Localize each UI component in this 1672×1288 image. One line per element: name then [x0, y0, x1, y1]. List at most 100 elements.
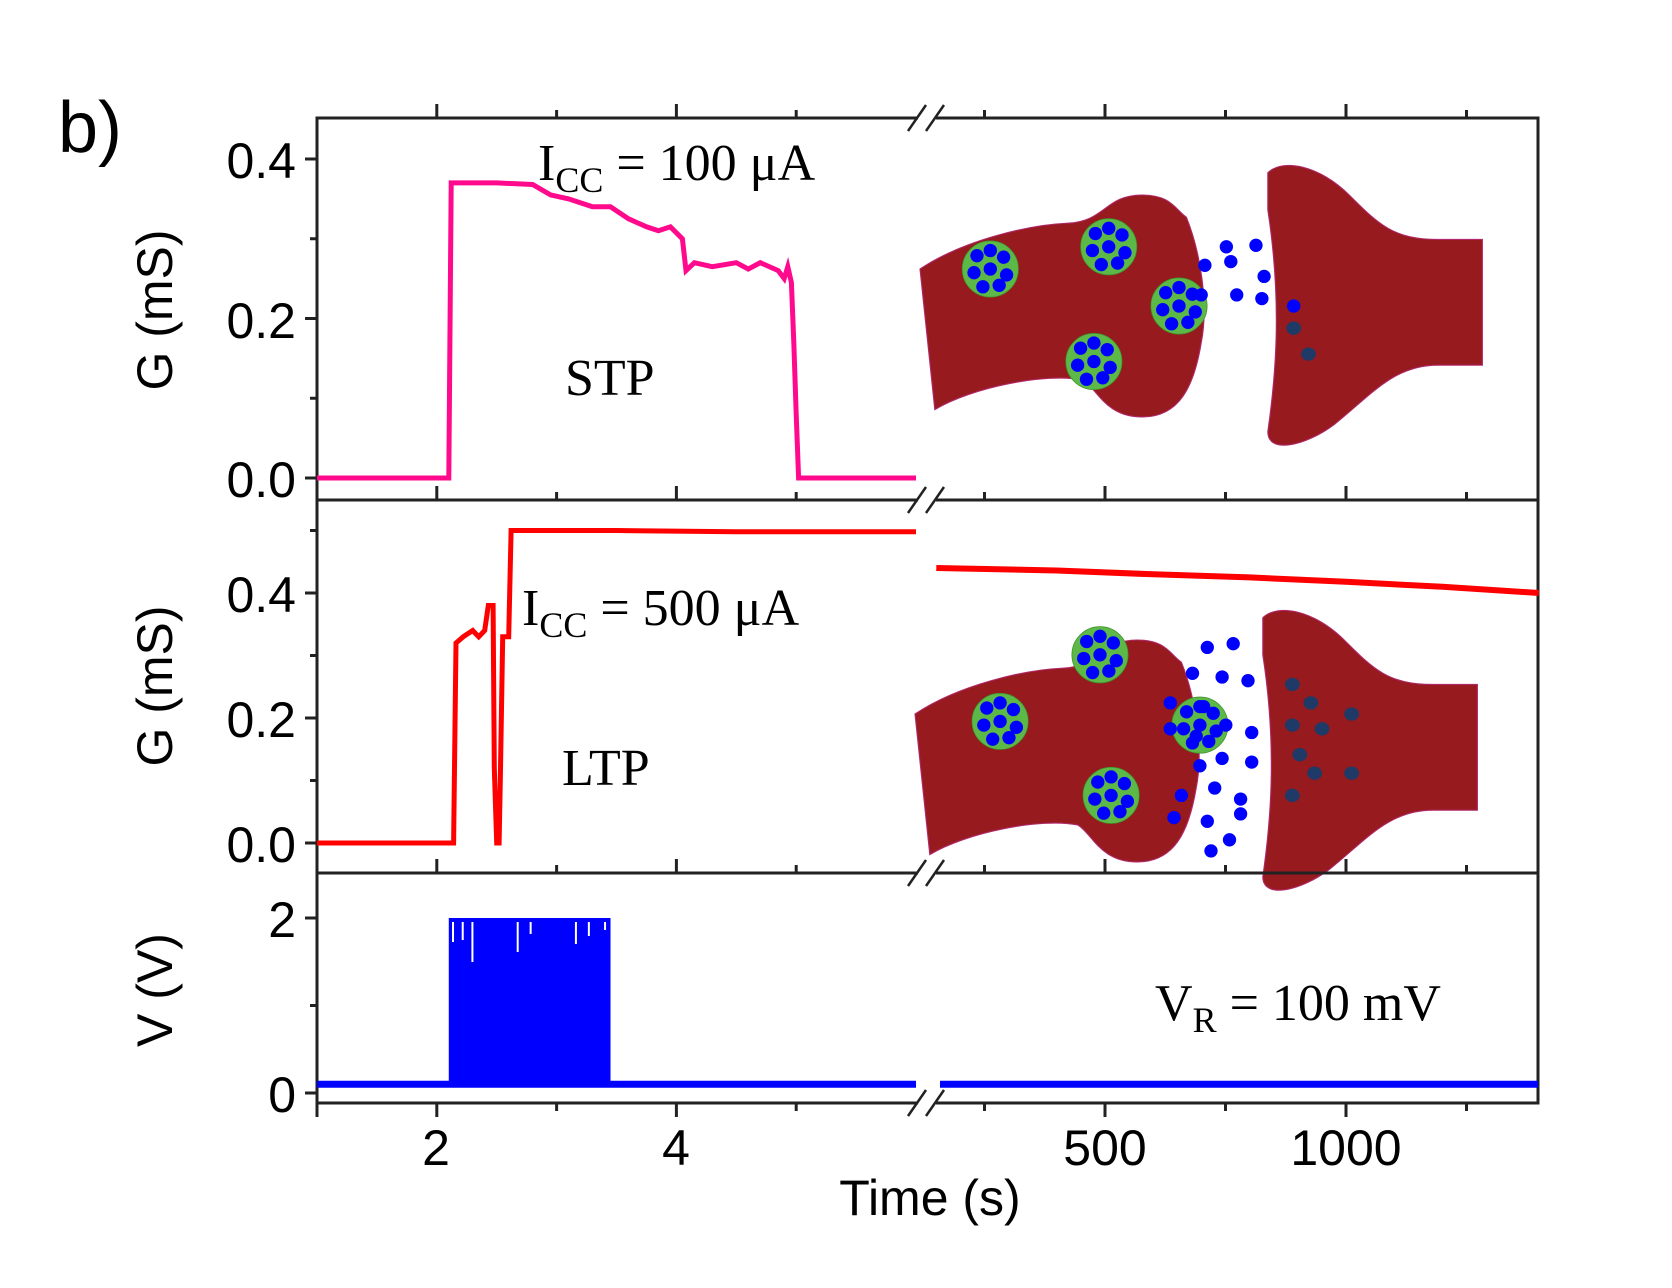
neurotransmitter-dot	[1106, 636, 1120, 650]
pulse-gap	[587, 922, 590, 936]
postsynaptic-terminal	[1267, 164, 1483, 446]
voltage-ytick-label: 2	[268, 892, 296, 948]
axis-break-mark	[906, 486, 928, 514]
ltp-conductance-trace-long	[936, 565, 1539, 596]
neurotransmitter-dot	[970, 249, 984, 263]
receptor-dot	[1307, 766, 1322, 780]
axis-break-mark	[906, 104, 928, 132]
receptor-dot	[1344, 707, 1359, 721]
neurotransmitter-dot	[1085, 665, 1100, 680]
ltp-y-axis-title: G (mS)	[127, 605, 183, 766]
receptor-dot	[1292, 748, 1308, 762]
neurotransmitter-dot	[1110, 256, 1125, 270]
receptor-dot	[1301, 347, 1316, 361]
stp-ytick-label: 0.0	[226, 452, 296, 508]
neurotransmitter-dot	[1109, 654, 1123, 668]
neurotransmitter-dot	[967, 266, 981, 280]
voltage-y-axis-title: V (V)	[127, 933, 183, 1047]
vr-annotation: VR = 100 mV	[1155, 975, 1441, 1040]
receptor-dot	[1285, 677, 1300, 692]
neurotransmitter-dot	[1209, 724, 1223, 738]
neurotransmitter-dot	[1102, 664, 1116, 678]
receptor-dot	[1285, 788, 1300, 803]
neurotransmitter-dot	[983, 262, 997, 276]
stp-label: STP	[565, 350, 655, 407]
neurotransmitter-dot	[1118, 246, 1132, 260]
receptor-dot	[1303, 696, 1319, 710]
neurotransmitter-dot	[1079, 372, 1094, 386]
cleft-neurotransmitter	[1167, 810, 1181, 825]
cleft-neurotransmitter	[1219, 718, 1233, 732]
neurotransmitter-dot	[1176, 722, 1191, 736]
neurotransmitter-dot	[1104, 770, 1118, 784]
presynaptic-terminal	[914, 639, 1200, 863]
pulse-gap	[516, 922, 519, 952]
neurotransmitter-dot	[1113, 805, 1127, 819]
receptor-dot	[1286, 321, 1302, 335]
receptor-dot	[1314, 722, 1330, 736]
xtick-label: 4	[662, 1120, 690, 1176]
cleft-neurotransmitter	[1204, 844, 1218, 858]
cleft-neurotransmitter	[1219, 240, 1234, 254]
cleft-neurotransmitter	[1241, 674, 1255, 688]
illustrations-layer	[914, 164, 1483, 891]
neurotransmitter-dot	[1085, 243, 1100, 258]
neurotransmitter-dot	[1088, 792, 1102, 806]
cleft-neurotransmitter	[1233, 792, 1248, 806]
cleft-neurotransmitter	[1163, 722, 1177, 736]
neurotransmitter-dot	[976, 280, 990, 294]
receptor-dot	[1344, 766, 1359, 780]
neurotransmitter-dot	[1179, 705, 1194, 719]
cleft-neurotransmitter	[1200, 640, 1214, 655]
neurotransmitter-dot	[1087, 336, 1101, 350]
neurotransmitter-dot	[1096, 371, 1110, 385]
cleft-neurotransmitter	[1215, 751, 1229, 766]
neurotransmitter-dot	[1093, 648, 1107, 662]
neurotransmitter-dot	[1009, 720, 1024, 734]
neurotransmitter-dot	[1172, 299, 1186, 313]
traces-layer	[317, 180, 1539, 1088]
cleft-neurotransmitter	[1189, 729, 1203, 743]
cleft-neurotransmitter	[1255, 291, 1269, 306]
neurotransmitter-dot	[1156, 303, 1170, 317]
neurotransmitter-dot	[1172, 280, 1186, 295]
neurotransmitter-dot	[1103, 360, 1117, 375]
cleft-neurotransmitter	[1200, 814, 1214, 828]
ltp-synapse-illustration	[914, 609, 1478, 891]
neurotransmitter-dot	[1088, 226, 1103, 241]
pulse-gap	[529, 922, 532, 934]
axis-break-mark	[924, 1089, 946, 1117]
panel-label: b)	[58, 88, 122, 168]
cleft-neurotransmitter	[1163, 696, 1177, 710]
neurotransmitter-dot	[1080, 634, 1094, 649]
cleft-neurotransmitter	[1224, 254, 1238, 269]
neurotransmitter-dot	[993, 696, 1007, 710]
neurotransmitter-dot	[1073, 341, 1088, 355]
xtick-label: 1000	[1290, 1120, 1401, 1176]
neurotransmitter-dot	[1006, 702, 1021, 717]
xtick-label: 2	[422, 1120, 450, 1176]
neurotransmitter-dot	[1115, 228, 1129, 242]
cleft-neurotransmitter	[1196, 699, 1211, 714]
axis-break-mark	[924, 859, 946, 887]
neurotransmitter-dot	[992, 278, 1006, 292]
cleft-neurotransmitter	[1193, 759, 1207, 773]
pulse-gap	[471, 922, 474, 962]
axis-break-gap	[918, 1100, 936, 1106]
axis-break-mark	[906, 859, 928, 887]
neurotransmitter-dot	[1181, 315, 1195, 329]
ltp-ytick-label: 0.4	[226, 567, 296, 623]
stp-ytick-label: 0.2	[226, 293, 296, 349]
cleft-neurotransmitter	[1249, 238, 1263, 252]
receptor-dot	[1285, 718, 1300, 732]
cleft-neurotransmitter	[1222, 833, 1237, 847]
ltp-label: LTP	[562, 740, 650, 797]
neurotransmitter-dot	[1159, 286, 1173, 300]
xtick-label: 500	[1063, 1120, 1146, 1176]
neurotransmitter-dot	[1102, 221, 1116, 235]
cleft-neurotransmitter	[1257, 269, 1271, 284]
neurotransmitter-dot	[1117, 776, 1132, 791]
axis-break-mark	[924, 104, 946, 132]
cleft-neurotransmitter	[1230, 288, 1244, 302]
